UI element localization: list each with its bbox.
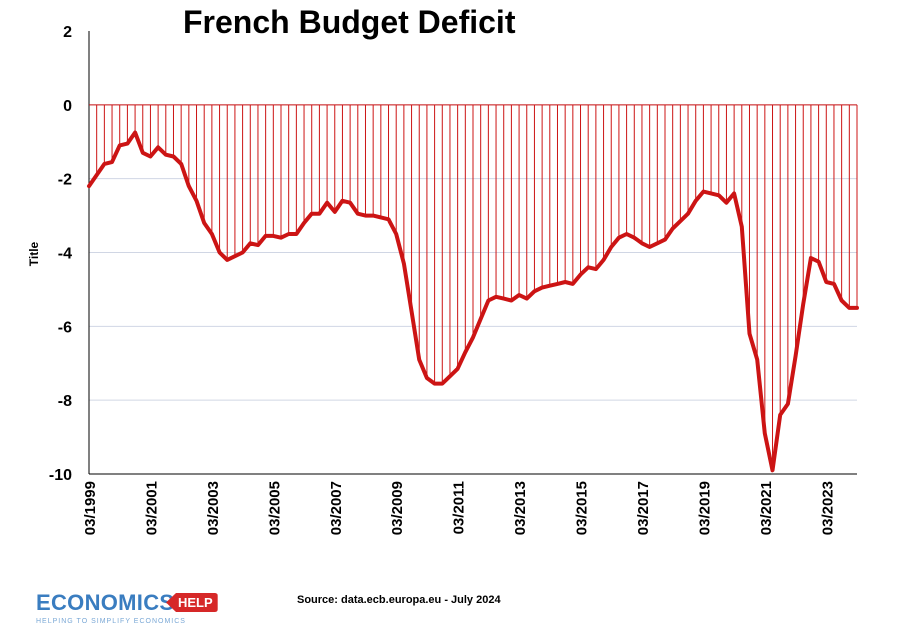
y-tick-labels: 2 0 -2 -4 -6 -8 -10 bbox=[49, 24, 72, 484]
chart-title: French Budget Deficit bbox=[183, 4, 516, 40]
y-tick-label: -6 bbox=[58, 319, 72, 336]
x-tick-label: 03/1999 bbox=[82, 481, 99, 535]
y-tick-label: -8 bbox=[58, 393, 72, 410]
logo-tagline: HELPING TO SIMPLIFY ECONOMICS bbox=[36, 618, 186, 625]
x-tick-label: 03/2005 bbox=[266, 481, 283, 535]
axes bbox=[88, 31, 857, 475]
y-tick-label: 2 bbox=[63, 24, 72, 41]
logo-tag: HELP bbox=[166, 593, 218, 612]
x-tick-label: 03/2003 bbox=[205, 481, 222, 535]
x-tick-label: 03/2019 bbox=[696, 481, 713, 535]
economics-help-logo: ECONOMICS HELP HELPING TO SIMPLIFY ECONO… bbox=[36, 590, 218, 635]
x-tick-labels: 03/1999 03/2001 03/2003 03/2005 03/2007 03/20… bbox=[82, 481, 836, 535]
x-tick-label: 03/2009 bbox=[389, 481, 406, 535]
source-note: Source: data.ecb.europa.eu - July 2024 bbox=[297, 594, 501, 606]
x-tick-label: 03/2013 bbox=[512, 481, 529, 535]
y-tick-label: -4 bbox=[58, 246, 72, 263]
y-tick-label: -10 bbox=[49, 467, 72, 484]
y-tick-label: -2 bbox=[58, 172, 72, 189]
x-tick-label: 03/2007 bbox=[328, 481, 345, 535]
x-tick-label: 03/2017 bbox=[635, 481, 652, 535]
series bbox=[87, 130, 859, 473]
x-tick-label: 03/2023 bbox=[819, 481, 836, 535]
y-axis-label: Title bbox=[27, 241, 41, 266]
drop-lines bbox=[88, 104, 858, 471]
x-tick-label: 03/2001 bbox=[143, 481, 160, 535]
deficit-series-line bbox=[87, 130, 859, 473]
y-tick-label: 0 bbox=[63, 98, 72, 115]
x-tick-label: 03/2015 bbox=[574, 481, 591, 535]
logo-text: ECONOMICS bbox=[36, 590, 175, 615]
x-tick-label: 03/2011 bbox=[451, 481, 468, 534]
x-tick-label: 03/2021 bbox=[758, 481, 775, 535]
